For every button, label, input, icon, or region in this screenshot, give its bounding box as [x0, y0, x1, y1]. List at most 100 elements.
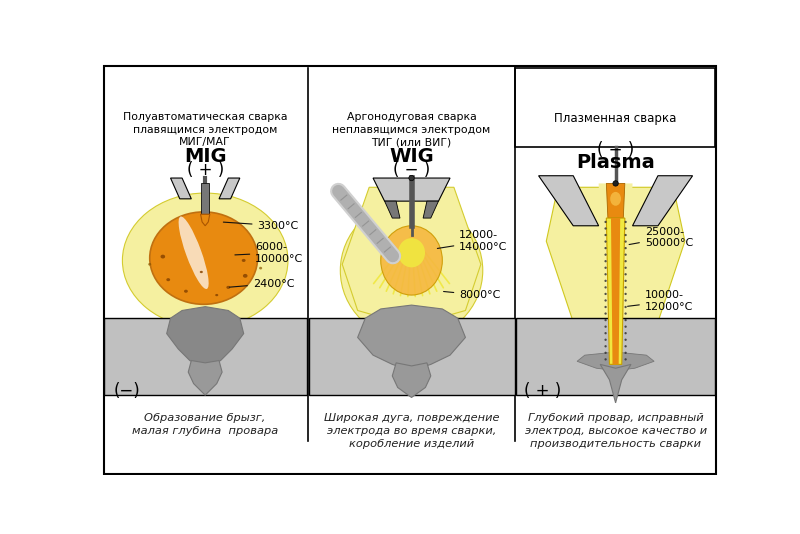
Ellipse shape	[610, 192, 621, 206]
Ellipse shape	[625, 286, 626, 288]
Polygon shape	[219, 178, 240, 199]
Polygon shape	[423, 201, 438, 218]
Ellipse shape	[625, 312, 626, 315]
Ellipse shape	[226, 286, 230, 289]
Text: Plasma: Plasma	[576, 153, 655, 172]
FancyBboxPatch shape	[516, 318, 715, 395]
Ellipse shape	[605, 260, 606, 262]
Ellipse shape	[605, 293, 606, 295]
Ellipse shape	[122, 193, 288, 328]
Ellipse shape	[625, 319, 626, 321]
Text: 12000-
14000°C: 12000- 14000°C	[438, 230, 508, 252]
Ellipse shape	[625, 240, 626, 243]
Ellipse shape	[613, 180, 618, 186]
Text: Глубокий провар, исправный
электрод, высокое качество и
производительность сварк: Глубокий провар, исправный электрод, выс…	[525, 413, 706, 449]
Ellipse shape	[200, 271, 203, 273]
Text: 3300°C: 3300°C	[223, 221, 298, 231]
Polygon shape	[538, 176, 598, 226]
Polygon shape	[373, 178, 450, 201]
Polygon shape	[633, 176, 693, 226]
Text: 10000-
12000°C: 10000- 12000°C	[627, 290, 694, 312]
Ellipse shape	[625, 260, 626, 262]
Ellipse shape	[243, 274, 247, 278]
Ellipse shape	[605, 319, 606, 321]
Text: Аргонодуговая сварка
неплавящимся электродом
ТИГ (или ВИГ): Аргонодуговая сварка неплавящимся электр…	[333, 112, 490, 147]
Ellipse shape	[605, 247, 606, 249]
Ellipse shape	[409, 175, 414, 180]
Ellipse shape	[605, 286, 606, 288]
Ellipse shape	[340, 201, 482, 340]
Ellipse shape	[605, 300, 606, 302]
Polygon shape	[392, 363, 430, 397]
Ellipse shape	[200, 317, 203, 319]
FancyBboxPatch shape	[515, 68, 715, 147]
Text: 8000°C: 8000°C	[443, 290, 501, 300]
Ellipse shape	[625, 227, 626, 230]
Ellipse shape	[625, 266, 626, 269]
Ellipse shape	[625, 339, 626, 341]
FancyBboxPatch shape	[309, 318, 514, 395]
Ellipse shape	[605, 221, 606, 223]
Ellipse shape	[259, 267, 262, 270]
Ellipse shape	[625, 293, 626, 295]
Ellipse shape	[625, 234, 626, 236]
Ellipse shape	[625, 332, 626, 334]
Text: ( + ): ( + )	[524, 382, 562, 400]
Polygon shape	[342, 187, 481, 326]
Ellipse shape	[625, 358, 626, 360]
Text: Полуавтоматическая сварка
плавящимся электродом
МИГ/МАГ: Полуавтоматическая сварка плавящимся эле…	[123, 112, 287, 147]
Ellipse shape	[150, 212, 258, 304]
Polygon shape	[358, 305, 466, 371]
Ellipse shape	[381, 226, 442, 295]
Ellipse shape	[605, 352, 606, 354]
FancyBboxPatch shape	[202, 184, 209, 214]
Ellipse shape	[398, 238, 425, 268]
Text: Плазменная сварка: Плазменная сварка	[554, 112, 677, 125]
Polygon shape	[166, 307, 244, 368]
Polygon shape	[606, 218, 625, 364]
Polygon shape	[385, 201, 400, 218]
Ellipse shape	[605, 312, 606, 315]
Ellipse shape	[605, 273, 606, 276]
Polygon shape	[598, 184, 633, 226]
Ellipse shape	[625, 273, 626, 276]
Ellipse shape	[605, 234, 606, 236]
Ellipse shape	[605, 339, 606, 341]
Polygon shape	[577, 352, 654, 371]
Text: MIG: MIG	[184, 147, 226, 166]
Ellipse shape	[605, 358, 606, 360]
Polygon shape	[611, 218, 620, 364]
Polygon shape	[600, 364, 631, 403]
Ellipse shape	[605, 266, 606, 269]
Ellipse shape	[625, 352, 626, 354]
Ellipse shape	[625, 345, 626, 348]
Polygon shape	[170, 178, 191, 199]
Ellipse shape	[605, 240, 606, 243]
Ellipse shape	[605, 227, 606, 230]
Text: ( − ): ( − )	[393, 161, 430, 178]
Ellipse shape	[605, 254, 606, 256]
FancyBboxPatch shape	[103, 66, 717, 474]
Polygon shape	[201, 214, 210, 226]
Ellipse shape	[178, 216, 209, 289]
Ellipse shape	[625, 300, 626, 302]
Ellipse shape	[605, 345, 606, 348]
Ellipse shape	[242, 259, 246, 262]
Text: ( + ): ( + )	[186, 161, 224, 178]
Text: Образование брызг,
малая глубина  провара: Образование брызг, малая глубина провара	[132, 413, 278, 436]
Ellipse shape	[215, 294, 218, 296]
Ellipse shape	[605, 332, 606, 334]
Ellipse shape	[605, 326, 606, 328]
FancyBboxPatch shape	[104, 318, 307, 395]
Polygon shape	[188, 360, 222, 395]
Ellipse shape	[625, 247, 626, 249]
Ellipse shape	[625, 326, 626, 328]
Text: 2400°C: 2400°C	[230, 279, 294, 288]
Text: 6000-
10000°C: 6000- 10000°C	[235, 242, 303, 264]
Polygon shape	[606, 184, 625, 218]
Text: (−): (−)	[114, 382, 140, 400]
Text: 25000-
50000°C: 25000- 50000°C	[629, 226, 693, 248]
Ellipse shape	[625, 306, 626, 308]
Text: Широкая дуга, повреждение
электрода во время сварки,
коробление изделий: Широкая дуга, повреждение электрода во в…	[324, 413, 499, 449]
Ellipse shape	[184, 289, 188, 293]
